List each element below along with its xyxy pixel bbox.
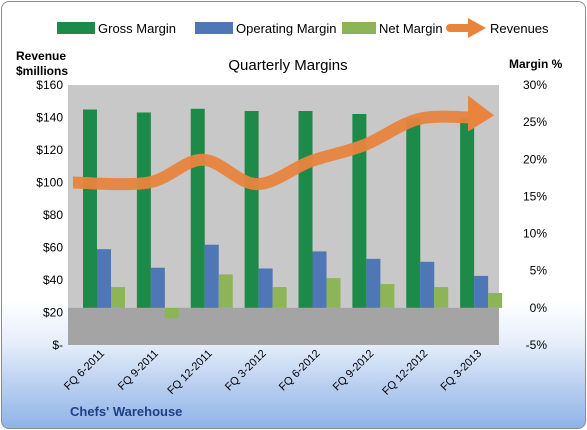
right-tick-label: -5% xyxy=(526,338,548,352)
net-margin-bar xyxy=(434,287,449,308)
x-tick-label: FQ 12-2012 xyxy=(380,348,430,398)
net-margin-bar xyxy=(218,274,233,308)
operating-margin-bar xyxy=(474,275,489,308)
gross-margin-bar xyxy=(298,111,313,308)
x-tick-label: FQ 3-2013 xyxy=(439,348,485,394)
legend-label-net-margin: Net Margin xyxy=(379,21,443,36)
legend-swatch-operating-margin xyxy=(195,22,233,34)
left-tick-label: $140 xyxy=(36,111,63,125)
x-tick-label: FQ 3-2012 xyxy=(223,348,269,394)
operating-margin-bar xyxy=(420,261,435,308)
revenue-arrowhead xyxy=(468,95,495,132)
operating-margin-bar xyxy=(366,258,381,308)
x-tick-label: FQ 9-2012 xyxy=(331,348,377,394)
net-margin-bar xyxy=(164,307,179,319)
operating-margin-bar xyxy=(150,267,165,308)
operating-margin-bar xyxy=(204,244,219,308)
right-tick-label: 25% xyxy=(523,115,547,129)
negative-margin-band xyxy=(68,307,499,345)
left-tick-label: $60 xyxy=(43,241,63,255)
x-tick-label: FQ 12-2011 xyxy=(165,348,214,397)
right-tick-label: 30% xyxy=(523,78,547,92)
gross-margin-bar xyxy=(83,109,97,308)
operating-margin-bar xyxy=(258,268,273,308)
left-tick-label: $20 xyxy=(43,306,63,320)
right-axis-ticks: -5% 0% 5% 10% 15% 20% 25% 30% xyxy=(523,78,547,352)
gross-margin-bar xyxy=(190,108,205,308)
legend-swatch-net-margin xyxy=(342,22,376,34)
left-tick-label: $80 xyxy=(43,208,63,222)
legend: Gross Margin Operating Margin Net Margin… xyxy=(57,18,549,38)
x-axis-ticks: FQ 6-2011 FQ 9-2011 FQ 12-2011 FQ 3-2012 FQ … xyxy=(62,348,484,398)
net-margin-bar xyxy=(488,293,503,308)
right-tick-label: 15% xyxy=(523,189,547,203)
left-axis-title-line2: $millions xyxy=(16,64,68,78)
left-tick-label: $100 xyxy=(36,176,63,190)
gross-margin-bar xyxy=(136,112,151,308)
operating-margin-bar xyxy=(312,251,327,308)
left-tick-label: $120 xyxy=(36,143,63,157)
left-axis-ticks: $- $20 $40 $60 $80 $100 $120 $140 $160 xyxy=(36,78,63,352)
x-tick-label: FQ 6-2012 xyxy=(277,348,323,394)
right-tick-label: 0% xyxy=(530,301,548,315)
left-axis-title-line1: Revenue xyxy=(16,49,66,63)
legend-label-operating-margin: Operating Margin xyxy=(236,21,336,36)
left-tick-label: $160 xyxy=(36,78,63,92)
right-tick-label: 10% xyxy=(523,227,547,241)
gross-margin-bar xyxy=(352,113,367,308)
legend-label-revenues: Revenues xyxy=(490,21,549,36)
revenue-line-series xyxy=(72,95,495,191)
net-margin-bar xyxy=(326,278,341,308)
x-tick-label: FQ 6-2011 xyxy=(62,348,107,393)
company-name: Chefs' Warehouse xyxy=(70,404,182,419)
gross-margin-bar xyxy=(406,118,421,308)
chart-title: Quarterly Margins xyxy=(228,57,347,74)
net-margin-bar xyxy=(272,287,287,308)
left-tick-label: $- xyxy=(52,338,63,352)
legend-arrowhead-revenues xyxy=(468,18,486,38)
right-axis-title: Margin % xyxy=(509,57,563,71)
net-margin-bar xyxy=(111,287,125,308)
legend-label-gross-margin: Gross Margin xyxy=(98,21,176,36)
gross-margin-bar xyxy=(460,117,475,308)
gross-margin-bar xyxy=(244,111,259,308)
operating-margin-bar xyxy=(97,249,111,308)
x-tick-label: FQ 9-2011 xyxy=(116,348,161,393)
right-tick-label: 20% xyxy=(523,152,547,166)
right-tick-label: 5% xyxy=(530,264,548,278)
net-margin-bar xyxy=(380,284,395,308)
left-tick-label: $40 xyxy=(43,273,63,287)
legend-swatch-gross-margin xyxy=(57,22,95,34)
